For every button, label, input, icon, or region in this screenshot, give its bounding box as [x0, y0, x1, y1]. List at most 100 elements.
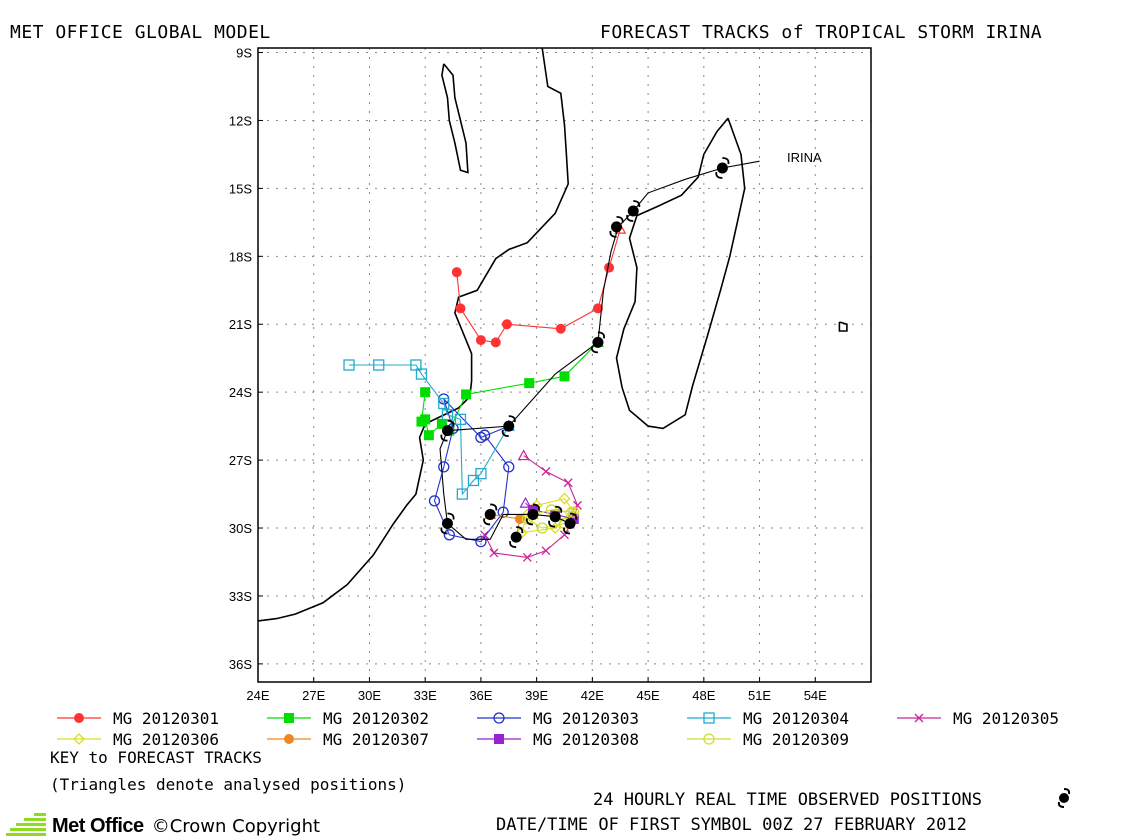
observed-position-symbol — [509, 526, 524, 548]
lat-tick-label: 30S — [229, 521, 252, 536]
forecast-track-point — [410, 359, 422, 371]
lon-tick-label: 51E — [748, 688, 771, 703]
forecast-track-point — [436, 418, 447, 429]
observed-position-dot — [441, 425, 453, 437]
forecast-track-point — [475, 535, 487, 548]
observed-position-arm — [563, 527, 571, 535]
key-note: (Triangles denote analysed positions) — [50, 775, 407, 794]
lat-tick-label: 33S — [229, 589, 252, 604]
observed-position-dot — [484, 508, 496, 520]
observed-position-dot — [503, 420, 515, 432]
forecast-track-point — [451, 267, 462, 278]
forecast-track-point — [475, 468, 487, 480]
observed-position-arm — [715, 171, 723, 179]
observed-position-arm — [590, 346, 598, 354]
observed-position-arm — [597, 331, 605, 339]
lon-tick-label: 48E — [692, 688, 715, 703]
forecast-track-point — [373, 359, 385, 371]
lat-tick-label: 21S — [229, 317, 252, 332]
observed-position-arm — [555, 505, 563, 513]
observed-position-arm — [525, 518, 533, 526]
first-symbol-datetime: DATE/TIME OF FIRST SYMBOL 00Z 27 FEBRUAR… — [496, 815, 967, 835]
forecast-track-point — [423, 430, 434, 441]
met-office-logo-text: Met Office — [52, 814, 144, 837]
analysed-position-triangle — [519, 496, 532, 508]
forecast-track-point — [456, 488, 468, 500]
forecast-track-line — [527, 509, 575, 529]
observed-position-symbol — [609, 215, 624, 238]
observed-position-dot — [527, 508, 539, 520]
lat-tick-label: 12S — [229, 113, 252, 128]
lon-tick-label: 36E — [469, 688, 492, 703]
forecast-track — [343, 359, 515, 500]
lon-tick-label: 45E — [637, 688, 660, 703]
forecast-track-point — [559, 371, 570, 382]
forecast-track-point — [592, 303, 603, 314]
forecast-track-point — [438, 397, 450, 410]
lon-tick-label: 54E — [804, 688, 827, 703]
observed-position-dot — [627, 205, 639, 217]
forecast-track-line — [349, 364, 510, 496]
forecast-track-line — [433, 398, 510, 543]
lat-tick-label: 36S — [229, 657, 252, 672]
forecast-track-point — [490, 337, 501, 348]
forecast-track — [428, 393, 515, 548]
forecast-track-point — [478, 429, 491, 441]
forecast-track-point — [428, 495, 441, 507]
reunion-island — [838, 321, 848, 332]
forecast-track-point — [467, 474, 480, 487]
lat-tick-label: 15S — [229, 181, 252, 196]
lat-tick-label: 27S — [229, 453, 252, 468]
forecast-track-point — [420, 387, 431, 398]
forecast-track-point — [501, 319, 512, 330]
observed-position-dot — [611, 221, 623, 233]
observed-position-arm — [548, 520, 556, 528]
observed-position-arm — [626, 214, 634, 222]
axis-tick-labels: 24E 27E 30E 33E 36E 39E 42E 45E 48E 51E 54E 9S 12S 15… — [229, 46, 827, 703]
observed-position-symbol — [483, 503, 498, 526]
observed-position-arm — [616, 215, 624, 224]
madagascar-coastline — [615, 117, 746, 430]
observed-track-line — [439, 160, 760, 540]
forecast-track-point — [604, 262, 615, 273]
lon-tick-label: 42E — [581, 688, 604, 703]
header-right-title: FORECAST TRACKS of TROPICAL STORM IRINA — [600, 22, 1043, 43]
observed-position-arm — [447, 512, 455, 520]
forecast-track-point — [438, 461, 450, 473]
observed-position-symbol — [563, 512, 578, 535]
observed-position-arm — [570, 512, 578, 520]
forecast-track-point — [455, 303, 466, 314]
forecast-track-point — [480, 530, 490, 540]
key-title: KEY to FORECAST TRACKS — [50, 748, 262, 767]
observed-position-symbol — [440, 419, 455, 442]
observed-position-arm — [447, 419, 455, 427]
map-frame — [257, 47, 872, 683]
observed-position-arm — [532, 503, 540, 511]
forecast-track-point — [522, 553, 532, 562]
observed-position-arm — [633, 200, 641, 208]
observed-track — [439, 157, 760, 548]
observed-position-dot — [441, 518, 453, 529]
observed-position-symbol — [626, 200, 641, 222]
observed-position-arm — [440, 527, 448, 535]
forecast-track-point — [536, 522, 548, 534]
observed-position-symbol — [548, 505, 563, 528]
lon-tick-label: 30E — [358, 688, 381, 703]
forecast-track-point — [558, 492, 571, 505]
observed-position-arm — [722, 157, 730, 165]
observed-position-dot — [716, 162, 728, 174]
copyright-text: ©Crown Copyright — [151, 815, 321, 837]
observed-positions-note: 24 HOURLY REAL TIME OBSERVED POSITIONS — [593, 790, 982, 810]
observed-position-arm — [609, 230, 617, 238]
lat-tick-label: 24S — [229, 385, 252, 400]
observed-position-arm — [516, 526, 524, 534]
forecast-track-point — [416, 416, 427, 427]
forecast-track-point — [503, 461, 515, 473]
observed-position-dot — [510, 531, 522, 543]
lon-tick-label: 27E — [302, 688, 325, 703]
africa-coastline — [257, 47, 570, 622]
observed-position-symbol — [501, 415, 516, 438]
observed-position-arm — [483, 518, 491, 526]
forecast-track-point — [568, 513, 579, 524]
